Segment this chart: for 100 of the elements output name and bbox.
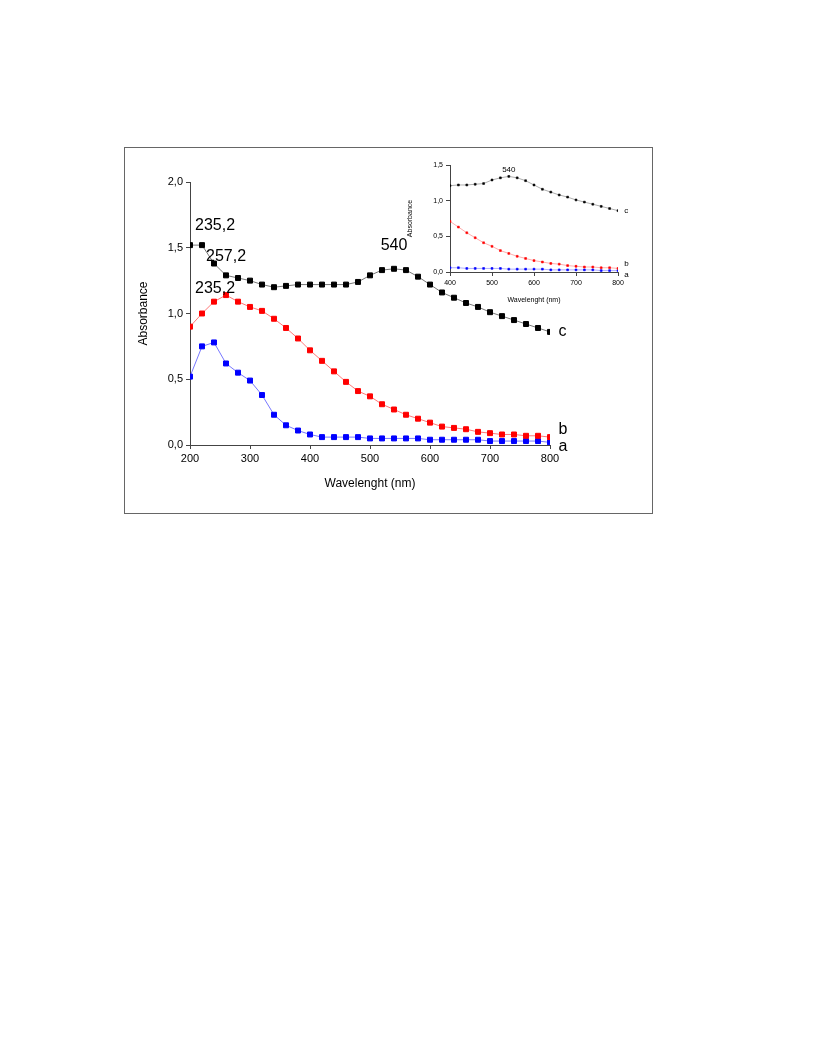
point bbox=[223, 360, 229, 367]
point bbox=[271, 315, 277, 322]
point bbox=[367, 272, 373, 279]
point bbox=[259, 307, 265, 314]
x-tick-label: 600 bbox=[420, 451, 440, 464]
point bbox=[451, 436, 457, 443]
point bbox=[367, 393, 373, 400]
point bbox=[463, 436, 469, 443]
point bbox=[295, 281, 301, 288]
point bbox=[391, 265, 397, 272]
point bbox=[487, 430, 493, 437]
y-tick-label: 1,0 bbox=[167, 306, 183, 319]
point bbox=[307, 281, 313, 288]
series-label: c bbox=[624, 205, 629, 215]
y-tick-label: 2,0 bbox=[167, 175, 183, 188]
point bbox=[499, 438, 505, 445]
series-label: b bbox=[558, 419, 568, 437]
point bbox=[535, 324, 541, 331]
point bbox=[451, 424, 457, 431]
point bbox=[319, 357, 325, 364]
annotation: 540 bbox=[502, 164, 517, 174]
point bbox=[271, 284, 277, 291]
point bbox=[439, 436, 445, 443]
series-label: c bbox=[558, 322, 567, 340]
point bbox=[403, 267, 409, 274]
point bbox=[475, 303, 481, 310]
point bbox=[511, 317, 517, 324]
annotation: 257,2 bbox=[205, 247, 247, 265]
point bbox=[523, 432, 529, 439]
point bbox=[535, 432, 541, 439]
x-tick-label: 400 bbox=[300, 451, 320, 464]
point bbox=[487, 309, 493, 316]
point bbox=[343, 434, 349, 441]
point bbox=[283, 324, 289, 331]
series-label: b bbox=[624, 258, 630, 268]
point bbox=[247, 377, 253, 384]
point bbox=[343, 378, 349, 385]
point bbox=[475, 436, 481, 443]
point bbox=[499, 431, 505, 438]
point bbox=[283, 422, 289, 429]
point bbox=[511, 431, 517, 438]
point bbox=[199, 343, 205, 350]
point bbox=[463, 426, 469, 433]
point bbox=[271, 411, 277, 418]
point bbox=[403, 411, 409, 418]
point bbox=[451, 294, 457, 301]
point bbox=[247, 303, 253, 310]
x-tick-label: 200 bbox=[180, 451, 200, 464]
point bbox=[319, 281, 325, 288]
point bbox=[415, 415, 421, 422]
point bbox=[211, 339, 217, 346]
x-tick-label: 800 bbox=[540, 451, 560, 464]
point bbox=[379, 401, 385, 408]
point bbox=[415, 273, 421, 280]
point bbox=[307, 431, 313, 438]
point bbox=[235, 275, 241, 281]
series-label: a bbox=[558, 436, 568, 454]
annotation: 235,2 bbox=[195, 278, 236, 296]
point bbox=[331, 434, 337, 441]
point bbox=[259, 392, 265, 399]
point bbox=[295, 427, 301, 434]
point bbox=[223, 272, 229, 279]
series-label: a bbox=[624, 269, 630, 279]
y-axis-title: Absorbance bbox=[135, 281, 150, 346]
point bbox=[247, 277, 253, 284]
point bbox=[487, 438, 493, 445]
point bbox=[295, 335, 301, 342]
x-tick-label: 500 bbox=[360, 451, 380, 464]
annotation: 235,2 bbox=[195, 215, 236, 233]
point bbox=[463, 300, 469, 306]
point bbox=[367, 435, 373, 442]
point bbox=[439, 289, 445, 296]
y-tick-label: 1,5 bbox=[167, 240, 183, 253]
point bbox=[235, 298, 241, 305]
y-tick-label: 0,0 bbox=[167, 438, 183, 451]
point bbox=[319, 434, 325, 441]
point bbox=[235, 369, 241, 376]
point bbox=[427, 436, 433, 443]
y-tick-label: 0,5 bbox=[167, 372, 183, 385]
point bbox=[379, 435, 385, 442]
point bbox=[331, 368, 337, 375]
point bbox=[415, 435, 421, 442]
point bbox=[199, 310, 205, 317]
point bbox=[511, 438, 517, 445]
point bbox=[379, 267, 385, 274]
point bbox=[403, 435, 409, 442]
point bbox=[259, 281, 265, 288]
point bbox=[427, 281, 433, 288]
x-axis-title: Wavelenght (nm) bbox=[324, 476, 416, 491]
point bbox=[439, 423, 445, 430]
point bbox=[283, 282, 289, 289]
point bbox=[523, 321, 529, 327]
x-tick-label: 700 bbox=[480, 451, 500, 464]
annotation: 540 bbox=[380, 236, 408, 254]
point bbox=[355, 278, 361, 285]
point bbox=[475, 428, 481, 435]
x-tick-label: 300 bbox=[240, 451, 260, 464]
point bbox=[331, 281, 337, 288]
point bbox=[307, 347, 313, 354]
point bbox=[427, 419, 433, 426]
